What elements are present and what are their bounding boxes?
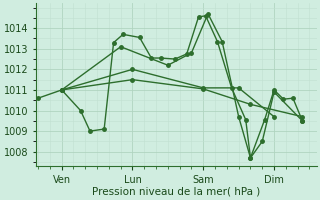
X-axis label: Pression niveau de la mer( hPa ): Pression niveau de la mer( hPa ): [92, 187, 260, 197]
